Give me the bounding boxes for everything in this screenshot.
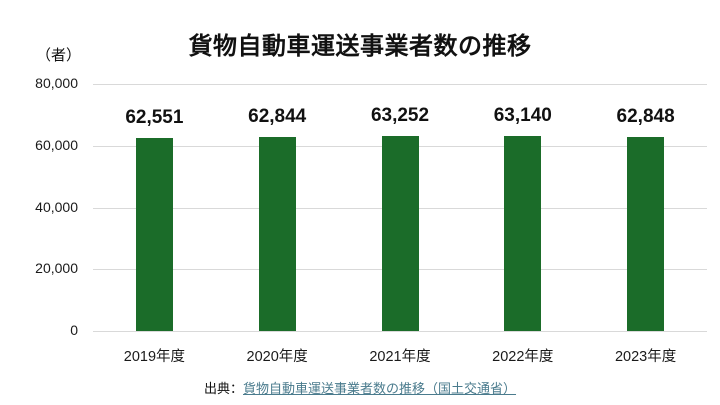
gridline (93, 331, 707, 332)
x-axis-tick-label: 2021年度 (369, 349, 431, 365)
source-link[interactable]: 貨物自動車運送事業者数の推移（国土交通省） (243, 381, 517, 396)
chart-title: 貨物自動車運送事業者数の推移 (188, 33, 532, 60)
bar-value-label: 62,551 (125, 106, 184, 128)
bar-2019年度 (135, 137, 173, 331)
y-axis-tick-label: 80,000 (35, 75, 78, 91)
bar-2022年度 (504, 136, 542, 331)
y-axis-tick-label: 0 (70, 322, 78, 338)
source-line: 出典：貨物自動車運送事業者数の推移（国土交通省） (0, 378, 720, 397)
bar-value-label: 62,844 (248, 105, 307, 127)
y-axis-unit-label: （者） (36, 47, 82, 64)
gridline (93, 84, 707, 85)
y-axis-tick-label: 60,000 (35, 136, 78, 153)
bar-2021年度 (381, 135, 419, 331)
bar-value-label: 62,848 (616, 105, 675, 127)
y-axis-tick-label: 20,000 (35, 260, 78, 277)
y-axis-tick-label: 40,000 (35, 198, 78, 215)
x-axis-tick-label: 2022年度 (492, 349, 554, 365)
source-prefix-label: 出典： (203, 381, 243, 396)
x-axis-tick-label: 2023年度 (614, 349, 677, 365)
bar-2020年度 (258, 136, 296, 331)
x-axis-tick-label: 2020年度 (246, 349, 308, 365)
bar-2023年度 (627, 136, 665, 331)
x-axis-tick-label: 2019年度 (123, 349, 186, 365)
bar-value-label: 63,252 (370, 104, 430, 126)
bar-value-label: 63,140 (493, 105, 552, 127)
